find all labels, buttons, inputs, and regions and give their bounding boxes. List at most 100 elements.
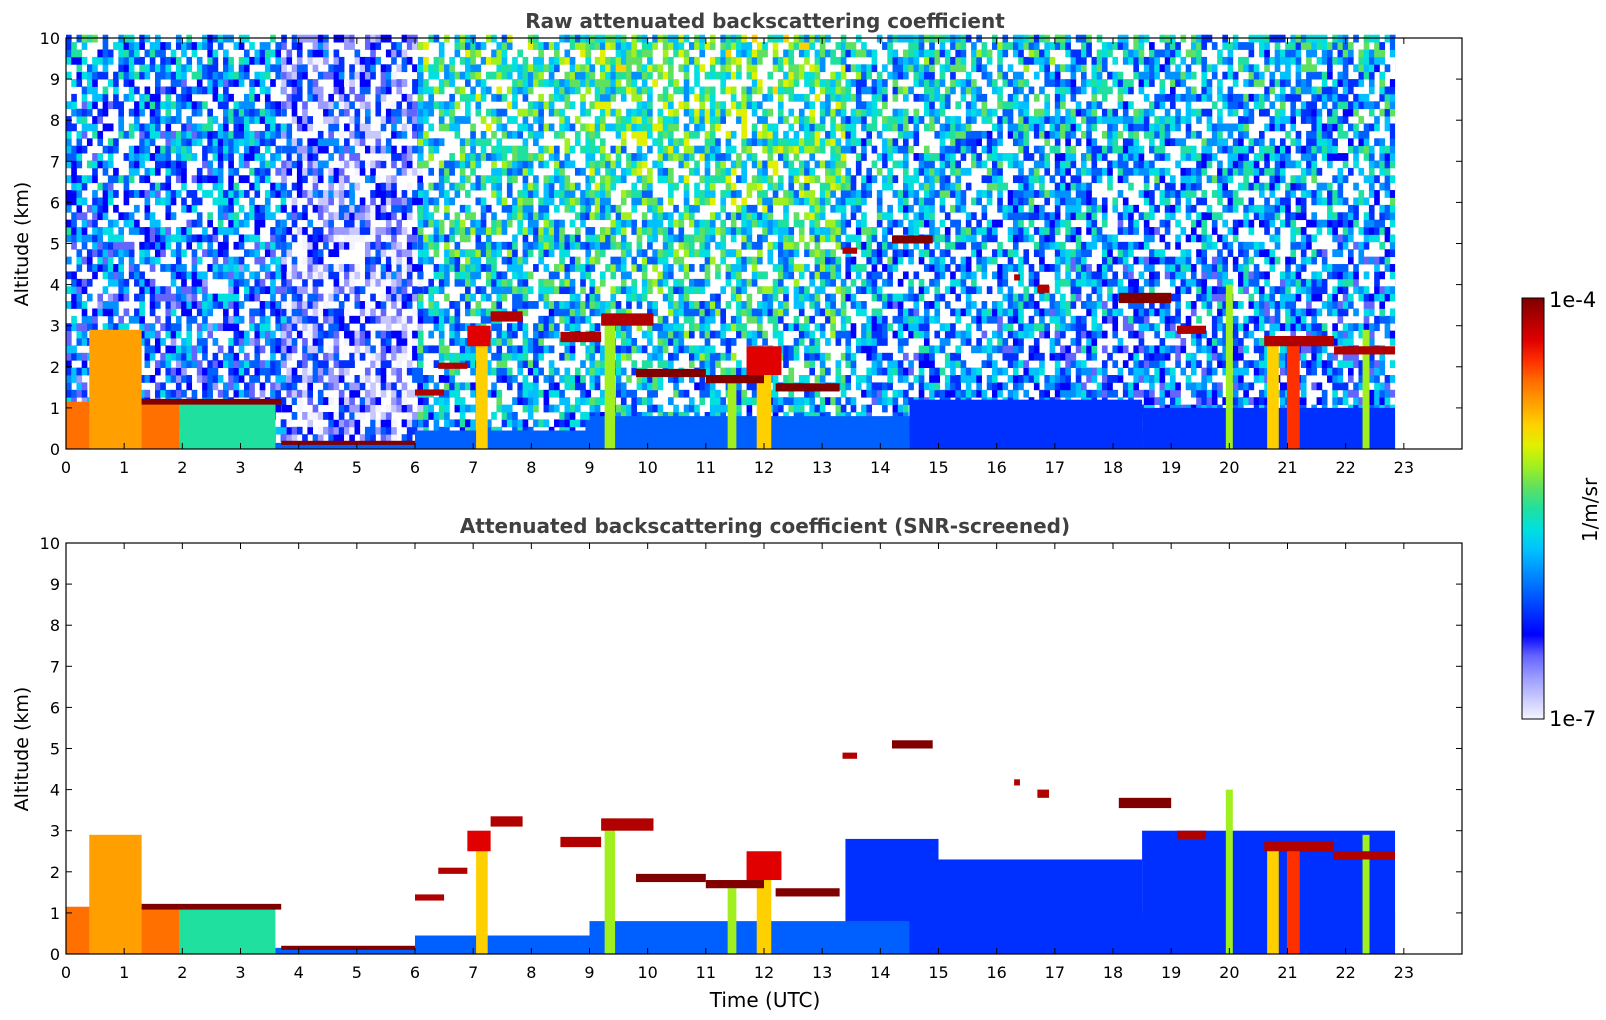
noise-cell [506, 404, 513, 413]
noise-cell [233, 389, 240, 398]
noise-cell [323, 219, 329, 228]
noise-cell [569, 190, 576, 198]
noise-cell [554, 404, 560, 413]
noise-cell [522, 249, 529, 258]
noise-cell [709, 42, 716, 50]
noise-cell [580, 64, 586, 73]
noise-cell [475, 227, 482, 235]
noise-cell [302, 234, 308, 243]
noise-cell [599, 123, 606, 132]
noise-cell [291, 42, 298, 50]
noise-cell [233, 71, 240, 80]
noise-cell [391, 227, 397, 235]
noise-cell [647, 397, 653, 406]
noise-cell [380, 375, 387, 383]
noise-cell [291, 145, 298, 154]
noise-cell [344, 382, 350, 391]
noise-cell [370, 352, 376, 361]
noise-cell [605, 204, 611, 213]
noise-cell [699, 42, 706, 50]
noise-cell [102, 108, 109, 117]
noise-cell [86, 64, 93, 73]
noise-cell [312, 49, 319, 58]
noise-cell [307, 138, 314, 147]
noise-cell [491, 227, 497, 235]
noise-cell [569, 234, 576, 243]
noise-cell [626, 249, 632, 258]
noise-cell [134, 49, 140, 58]
noise-cell [746, 227, 753, 235]
noise-cell [741, 308, 747, 317]
noise-cell [730, 293, 737, 302]
noise-cell [548, 330, 555, 339]
noise-cell [328, 397, 334, 406]
noise-cell [564, 160, 571, 169]
noise-cell [683, 86, 690, 95]
noise-cell [196, 64, 203, 73]
noise-cell [249, 79, 255, 87]
noise-cell [631, 204, 638, 213]
noise-cell [564, 278, 571, 287]
noise-cell [599, 308, 606, 317]
noise-cell [249, 153, 255, 161]
noise-cell [212, 338, 219, 346]
noise-cell [281, 160, 287, 169]
noise-cell [449, 101, 455, 110]
noise-cell [438, 86, 445, 95]
noise-cell [243, 278, 250, 287]
noise-cell [354, 130, 361, 139]
noise-cell [736, 204, 742, 213]
noise-cell [741, 212, 747, 221]
noise-cell [228, 145, 234, 154]
noise-cell [228, 130, 234, 139]
noise-cell [270, 389, 276, 398]
noise-cell [730, 315, 737, 324]
noise-cell [491, 71, 497, 80]
noise-cell [307, 397, 314, 406]
noise-cell [417, 56, 424, 65]
noise-cell [485, 360, 492, 369]
noise-cell [569, 160, 576, 169]
noise-cell [559, 190, 565, 198]
noise-cell [281, 419, 287, 428]
noise-cell [741, 49, 747, 58]
noise-cell [715, 116, 721, 124]
noise-cell [522, 352, 529, 361]
noise-cell [605, 175, 611, 184]
noise-cell [107, 308, 114, 317]
noise-cell [694, 167, 700, 176]
noise-cell [548, 56, 555, 65]
noise-cell [149, 234, 156, 243]
noise-cell [71, 352, 77, 361]
noise-cell [280, 234, 287, 243]
noise-cell [615, 116, 622, 124]
noise-cell [548, 64, 555, 73]
noise-cell [86, 79, 93, 87]
noise-cell [751, 79, 758, 87]
noise-cell [291, 153, 298, 161]
noise-cell [683, 190, 690, 198]
noise-cell [599, 101, 606, 110]
noise-cell [391, 367, 397, 376]
noise-cell [746, 212, 753, 221]
noise-cell [688, 264, 695, 272]
noise-cell [501, 197, 508, 206]
noise-cell [238, 175, 245, 184]
noise-cell [668, 323, 674, 332]
noise-cell [459, 34, 466, 43]
noise-cell [438, 42, 445, 50]
noise-cell [259, 345, 266, 354]
noise-cell [317, 234, 324, 243]
noise-cell [149, 101, 156, 110]
noise-cell [259, 153, 266, 161]
noise-cell [569, 286, 576, 295]
noise-cell [412, 190, 418, 198]
noise-cell [243, 116, 250, 124]
noise-cell [223, 315, 229, 324]
noise-cell [527, 204, 534, 213]
noise-cell [454, 34, 461, 43]
noise-cell [506, 419, 513, 428]
noise-cell [165, 42, 172, 50]
noise-cell [128, 190, 135, 198]
noise-cell [291, 138, 298, 147]
